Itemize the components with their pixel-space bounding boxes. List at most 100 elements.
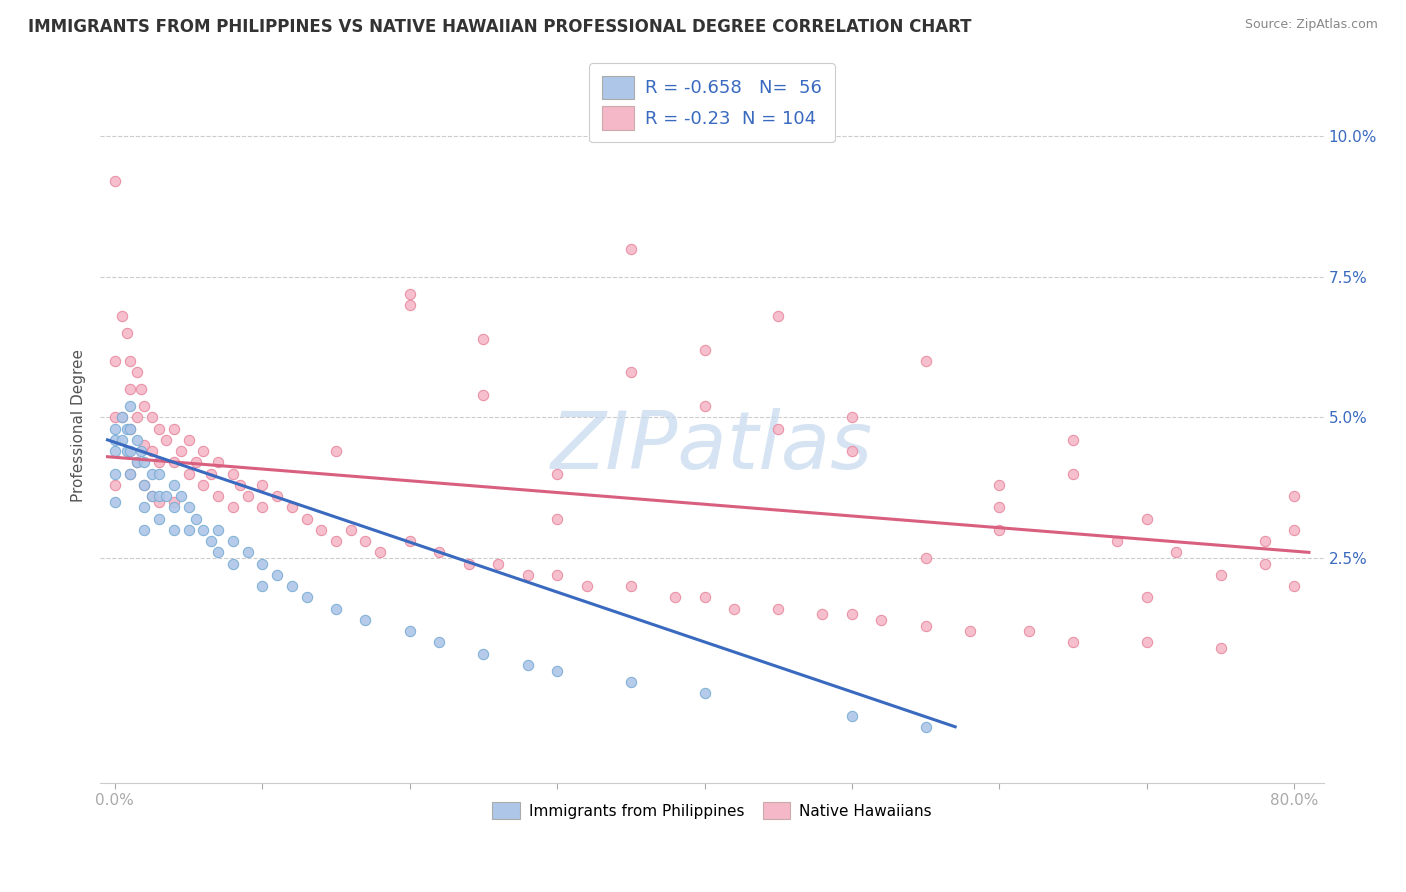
Point: [177, 433, 200, 447]
Point: [354, 534, 377, 549]
Point: [148, 467, 170, 481]
Point: [620, 674, 643, 689]
Point: [1282, 523, 1305, 537]
Point: [398, 624, 420, 639]
Point: [546, 511, 568, 525]
Point: [252, 500, 274, 515]
Point: [472, 332, 495, 346]
Point: [200, 467, 222, 481]
Point: [115, 421, 138, 435]
Point: [118, 382, 141, 396]
Point: [252, 557, 274, 571]
Point: [693, 591, 716, 605]
Point: [988, 500, 1011, 515]
Text: ZIPatlas: ZIPatlas: [551, 409, 873, 486]
Point: [1254, 534, 1277, 549]
Point: [134, 438, 156, 452]
Point: [252, 579, 274, 593]
Point: [768, 309, 790, 323]
Point: [516, 567, 538, 582]
Point: [134, 399, 156, 413]
Point: [914, 618, 936, 632]
Point: [914, 354, 936, 368]
Point: [163, 500, 186, 515]
Point: [200, 534, 222, 549]
Point: [148, 489, 170, 503]
Point: [325, 601, 347, 615]
Point: [148, 455, 170, 469]
Point: [1282, 489, 1305, 503]
Point: [134, 523, 156, 537]
Point: [155, 433, 177, 447]
Point: [988, 523, 1011, 537]
Point: [184, 511, 207, 525]
Point: [1209, 640, 1232, 655]
Point: [104, 174, 127, 188]
Point: [118, 444, 141, 458]
Point: [472, 388, 495, 402]
Point: [266, 489, 288, 503]
Point: [281, 500, 304, 515]
Point: [486, 557, 509, 571]
Point: [177, 467, 200, 481]
Point: [252, 478, 274, 492]
Point: [457, 557, 479, 571]
Point: [125, 455, 148, 469]
Point: [134, 455, 156, 469]
Point: [163, 421, 186, 435]
Point: [1282, 579, 1305, 593]
Point: [134, 500, 156, 515]
Point: [141, 489, 163, 503]
Point: [193, 523, 215, 537]
Point: [141, 489, 163, 503]
Point: [118, 421, 141, 435]
Point: [620, 242, 643, 256]
Point: [115, 326, 138, 340]
Point: [148, 421, 170, 435]
Point: [148, 494, 170, 508]
Point: [841, 708, 863, 723]
Text: Source: ZipAtlas.com: Source: ZipAtlas.com: [1244, 18, 1378, 31]
Point: [125, 410, 148, 425]
Point: [125, 365, 148, 379]
Point: [723, 601, 745, 615]
Point: [163, 523, 186, 537]
Point: [693, 399, 716, 413]
Point: [177, 500, 200, 515]
Point: [368, 545, 391, 559]
Point: [325, 534, 347, 549]
Point: [1062, 433, 1084, 447]
Point: [207, 545, 229, 559]
Point: [354, 613, 377, 627]
Point: [1209, 567, 1232, 582]
Point: [398, 286, 420, 301]
Point: [1166, 545, 1188, 559]
Point: [193, 478, 215, 492]
Point: [104, 433, 127, 447]
Point: [1254, 557, 1277, 571]
Point: [959, 624, 981, 639]
Point: [177, 523, 200, 537]
Point: [841, 410, 863, 425]
Point: [339, 523, 361, 537]
Legend: Immigrants from Philippines, Native Hawaiians: Immigrants from Philippines, Native Hawa…: [486, 796, 938, 825]
Point: [131, 382, 153, 396]
Point: [841, 444, 863, 458]
Point: [134, 478, 156, 492]
Point: [575, 579, 598, 593]
Point: [516, 657, 538, 672]
Point: [104, 494, 127, 508]
Point: [134, 478, 156, 492]
Point: [664, 591, 686, 605]
Point: [841, 607, 863, 622]
Point: [295, 591, 318, 605]
Point: [125, 455, 148, 469]
Point: [266, 567, 288, 582]
Point: [768, 421, 790, 435]
Point: [546, 664, 568, 678]
Point: [914, 551, 936, 566]
Point: [118, 354, 141, 368]
Point: [620, 579, 643, 593]
Point: [620, 365, 643, 379]
Point: [281, 579, 304, 593]
